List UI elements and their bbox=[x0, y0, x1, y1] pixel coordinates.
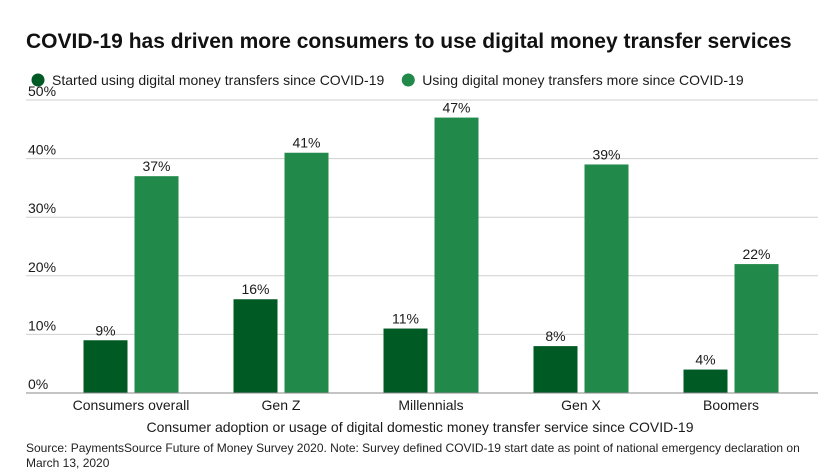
bar-started bbox=[83, 340, 128, 393]
data-label: 41% bbox=[292, 135, 320, 151]
y-tick-label: 10% bbox=[28, 317, 56, 333]
x-axis-title: Consumer adoption or usage of digital do… bbox=[146, 419, 693, 435]
data-label: 4% bbox=[695, 352, 715, 368]
bar-started bbox=[533, 346, 578, 393]
bar-more bbox=[734, 264, 779, 393]
data-label: 8% bbox=[545, 328, 565, 344]
data-label: 47% bbox=[442, 100, 470, 116]
bar-more bbox=[134, 176, 179, 393]
data-label: 22% bbox=[742, 246, 770, 262]
y-tick-label: 0% bbox=[28, 376, 48, 392]
x-tick-label: Millennials bbox=[398, 397, 463, 413]
legend-label-1: Started using digital money transfers si… bbox=[52, 72, 384, 88]
x-tick-label: Gen Z bbox=[262, 397, 301, 413]
x-tick-label: Consumers overall bbox=[73, 397, 190, 413]
y-tick-label: 20% bbox=[28, 259, 56, 275]
data-label: 37% bbox=[142, 158, 170, 174]
data-label: 11% bbox=[392, 311, 419, 327]
y-tick-label: 30% bbox=[28, 200, 56, 216]
y-tick-label: 50% bbox=[28, 83, 56, 99]
y-tick-label: 40% bbox=[28, 142, 56, 158]
x-tick-label: Boomers bbox=[703, 397, 759, 413]
bar-more bbox=[434, 117, 479, 393]
legend-marker-1 bbox=[31, 73, 45, 87]
bar-started bbox=[233, 299, 278, 393]
legend-marker-2 bbox=[401, 73, 415, 87]
legend-label-2: Using digital money transfers more since… bbox=[422, 72, 744, 88]
bar-started bbox=[683, 369, 728, 393]
x-tick-label: Gen X bbox=[561, 397, 601, 413]
source-note: Source: PaymentsSource Future of Money S… bbox=[26, 441, 800, 470]
data-label: 39% bbox=[592, 146, 620, 162]
chart-title: COVID-19 has driven more consumers to us… bbox=[26, 30, 792, 53]
bar-more bbox=[584, 164, 629, 393]
bar-more bbox=[284, 152, 329, 393]
bar-started bbox=[383, 328, 428, 393]
data-label: 16% bbox=[241, 281, 269, 297]
data-label: 9% bbox=[95, 322, 115, 338]
